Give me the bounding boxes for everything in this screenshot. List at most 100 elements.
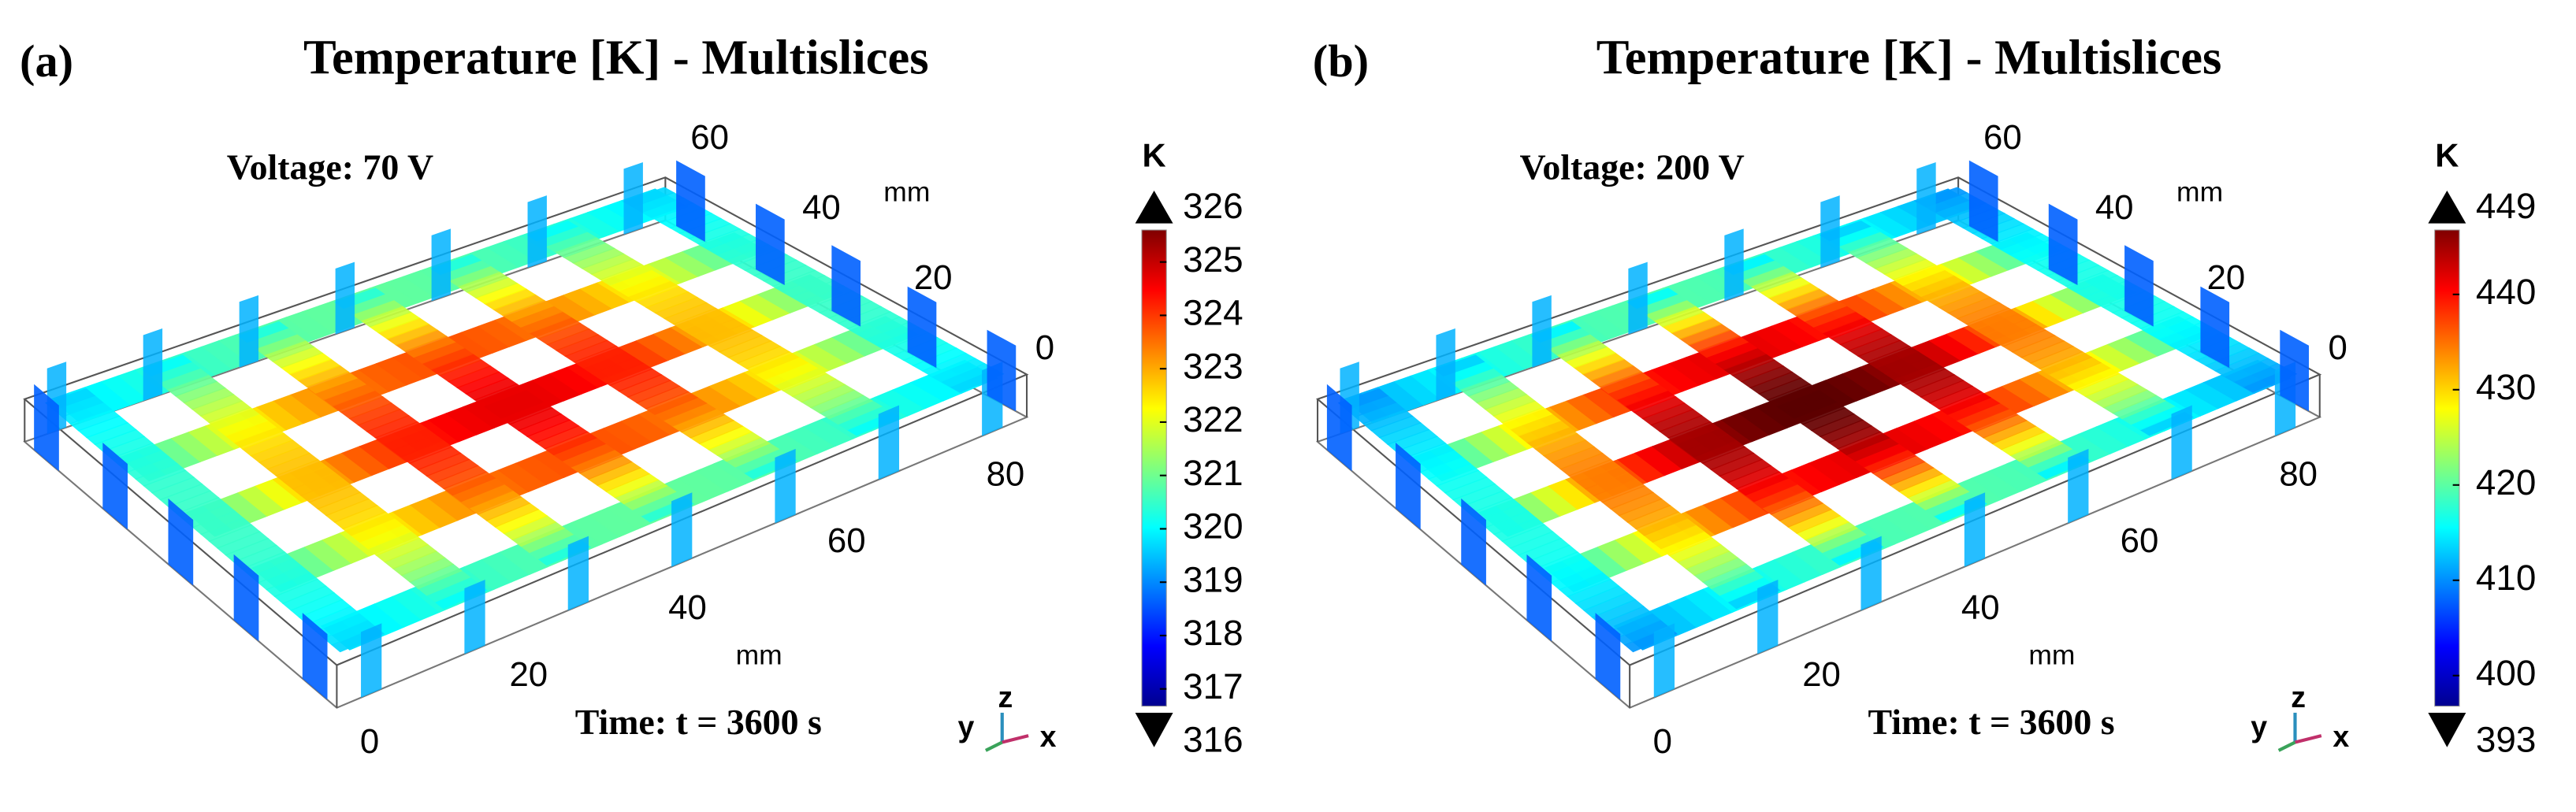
colorbar-max-arrow <box>1135 190 1173 224</box>
x-axis-unit: mm <box>2028 639 2075 670</box>
edge-slice <box>756 203 785 286</box>
triad-x-label: x <box>2333 720 2349 753</box>
triad-y-label: y <box>957 710 974 743</box>
colorbar-min-arrow <box>1135 712 1173 747</box>
colorbar-tick-label: 323 <box>1183 345 1243 386</box>
colorbar-min-label: 393 <box>2476 719 2537 760</box>
colorbar-tick-label: 400 <box>2476 652 2537 693</box>
x-tick-label: 20 <box>509 655 548 694</box>
edge-slice <box>907 286 937 369</box>
colorbar-max-label: 326 <box>1183 185 1243 226</box>
colorbar-min-label: 316 <box>1183 719 1243 760</box>
edge-slice <box>831 245 861 327</box>
colorbar <box>1141 229 1167 707</box>
x-tick-label: 20 <box>1802 655 1841 694</box>
y-tick-label: 40 <box>802 188 841 227</box>
colorbar-tick-label: 420 <box>2476 462 2537 502</box>
panel-label: (b) <box>1313 35 1369 87</box>
edge-slice <box>1724 228 1744 302</box>
edge-slice <box>1860 536 1882 611</box>
edge-slice <box>1436 328 1455 401</box>
edge-slice <box>239 295 259 368</box>
edge-slice <box>335 261 355 335</box>
colorbar-max-label: 449 <box>2476 185 2537 226</box>
y-axis-unit: mm <box>2176 176 2223 208</box>
colorbar-max-arrow <box>2428 190 2466 224</box>
triad-x <box>1002 734 1029 744</box>
time-label: Time: t = 3600 s <box>575 702 822 742</box>
edge-slice <box>2068 448 2089 524</box>
edge-slice <box>1757 579 1779 654</box>
y-axis-unit: mm <box>883 176 930 208</box>
colorbar-tick-label: 430 <box>2476 366 2537 407</box>
panel-title: Temperature [K] - Multislices <box>303 30 929 85</box>
edge-slice <box>233 554 259 642</box>
voltage-label: Voltage: 70 V <box>227 146 433 187</box>
edge-slice <box>168 498 194 586</box>
colorbar-tick-label: 318 <box>1183 612 1243 653</box>
y-tick-label: 60 <box>690 118 729 157</box>
x-tick-label: 0 <box>360 722 379 761</box>
colorbar-unit: K <box>2435 136 2459 173</box>
edge-slice <box>102 442 128 530</box>
edge-slice <box>143 328 163 401</box>
y-tick-label: 0 <box>1035 328 1054 367</box>
edge-slice <box>1653 623 1675 698</box>
panel: (a) Temperature [K] - Multislices Voltage:… <box>20 30 1243 761</box>
edge-slice <box>878 405 900 480</box>
colorbar-min-arrow <box>2428 712 2466 747</box>
x-tick-label: 40 <box>668 588 707 627</box>
edge-slice <box>431 228 451 302</box>
time-label: Time: t = 3600 s <box>1868 702 2114 742</box>
edge-slice <box>2280 329 2310 412</box>
edge-slice <box>567 536 589 611</box>
x-tick-label: 80 <box>987 454 1025 493</box>
triad-y-label: y <box>2251 710 2267 743</box>
voltage-label: Voltage: 200 V <box>1519 146 1744 187</box>
colorbar-tick-label: 324 <box>1183 292 1243 333</box>
colorbar-tick-label: 325 <box>1183 239 1243 280</box>
edge-slice <box>302 613 328 700</box>
edge-slice <box>2124 245 2154 327</box>
colorbar-tick-label: 321 <box>1183 452 1243 493</box>
edge-slice <box>1461 498 1486 586</box>
edge-slice <box>676 160 705 243</box>
edge-slice <box>2171 405 2192 480</box>
edge-slice <box>1396 442 1421 530</box>
edge-slice <box>1968 160 1998 243</box>
colorbar-tick-label: 317 <box>1183 666 1243 706</box>
y-tick-label: 40 <box>2095 188 2134 227</box>
y-tick-label: 60 <box>1983 118 2022 157</box>
y-tick-label: 0 <box>2329 328 2347 367</box>
edge-slice <box>2048 203 2078 286</box>
edge-slice <box>34 384 59 472</box>
x-tick-label: 40 <box>1961 588 2000 627</box>
edge-slice <box>1326 384 1352 472</box>
y-tick-label: 20 <box>2207 258 2246 297</box>
triad-z-label: z <box>2291 680 2306 714</box>
panel-title: Temperature [K] - Multislices <box>1597 30 2222 85</box>
triad-x <box>2294 734 2322 744</box>
y-tick-label: 20 <box>914 258 953 297</box>
edge-slice <box>671 492 693 567</box>
edge-slice <box>775 448 796 524</box>
x-tick-label: 80 <box>2279 454 2318 493</box>
colorbar-unit: K <box>1143 136 1166 173</box>
edge-slice <box>1595 613 1621 700</box>
triad-x-label: x <box>1040 720 1057 753</box>
edge-slice <box>1526 554 1552 642</box>
x-axis-unit: mm <box>736 639 782 670</box>
x-tick-label: 0 <box>1653 722 1672 761</box>
edge-slice <box>987 329 1017 412</box>
x-tick-label: 60 <box>2121 521 2159 560</box>
colorbar-tick-label: 440 <box>2476 271 2537 312</box>
triad-y <box>2277 740 2296 752</box>
edge-slice <box>1820 195 1840 269</box>
edge-slice <box>361 623 382 698</box>
edge-slice <box>2200 286 2230 369</box>
colorbar <box>2434 229 2460 707</box>
edge-slice <box>1916 161 1936 235</box>
x-tick-label: 60 <box>827 521 866 560</box>
